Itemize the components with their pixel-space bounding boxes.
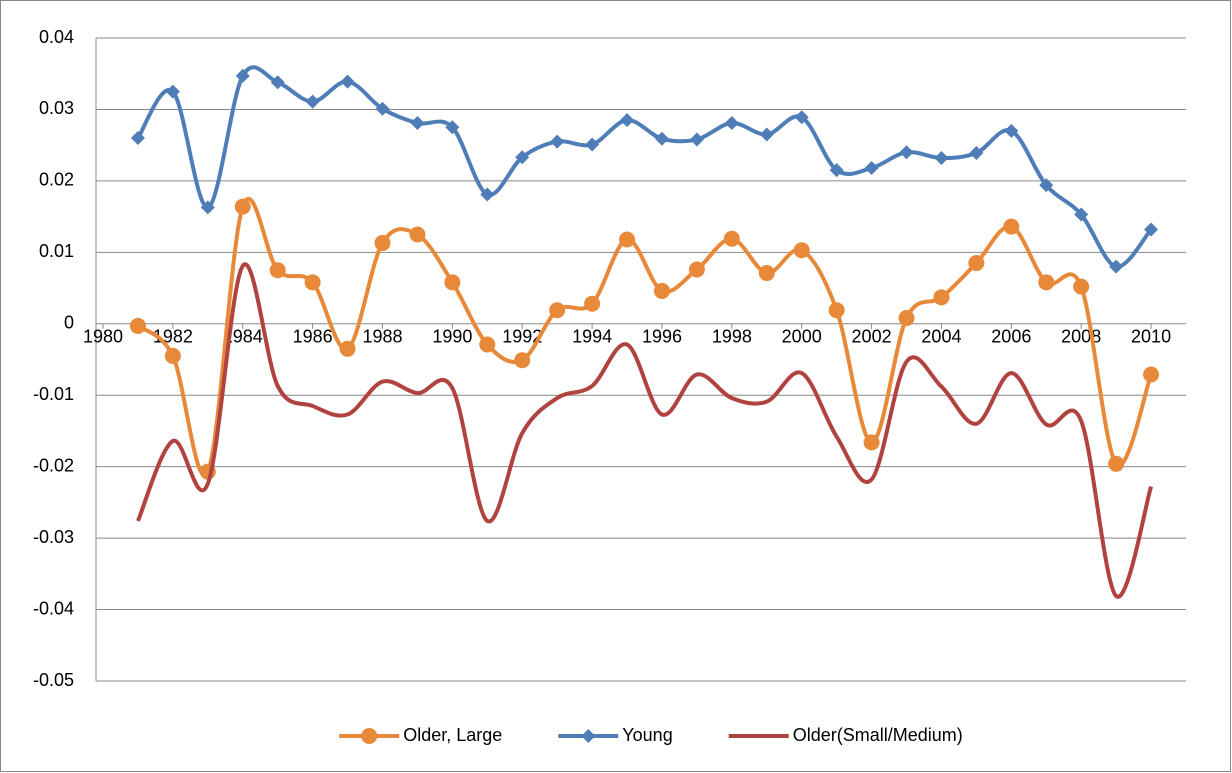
- y-tick-label: 0.03: [39, 98, 74, 118]
- point: [653, 282, 670, 299]
- point: [1004, 123, 1019, 138]
- point: [269, 262, 286, 279]
- point: [864, 161, 879, 176]
- point: [444, 274, 461, 291]
- point: [234, 198, 251, 215]
- point: [164, 347, 181, 364]
- point: [1108, 455, 1125, 472]
- point: [340, 74, 355, 89]
- point: [1003, 218, 1020, 235]
- y-tick-label: 0.01: [39, 241, 74, 261]
- point: [934, 151, 949, 166]
- point: [1144, 222, 1159, 237]
- point: [235, 68, 250, 83]
- point: [1143, 366, 1160, 383]
- point: [1073, 278, 1090, 295]
- legend-item: Young: [558, 725, 673, 745]
- y-tick-label: -0.01: [33, 384, 74, 404]
- x-tick-label: 2010: [1131, 327, 1171, 347]
- legend: Older, Large Young Older(Small/Medium): [339, 725, 963, 745]
- point: [933, 289, 950, 306]
- point: [305, 94, 320, 109]
- y-tick-label: 0: [64, 313, 74, 333]
- x-tick-label: 2008: [1061, 327, 1101, 347]
- point: [1074, 207, 1089, 222]
- point: [361, 728, 378, 744]
- point: [200, 200, 215, 215]
- point: [829, 163, 844, 178]
- x-tick-label: 1984: [223, 327, 263, 347]
- point: [129, 317, 146, 334]
- point: [550, 134, 565, 149]
- x-tick-label: 1986: [293, 327, 333, 347]
- legend-item: Older(Small/Medium): [728, 725, 963, 745]
- y-tick-label: -0.02: [33, 455, 74, 475]
- point: [339, 340, 356, 357]
- point: [654, 131, 669, 146]
- x-tick-label: 1994: [572, 327, 612, 347]
- x-tick-label: 2006: [991, 327, 1031, 347]
- point: [969, 146, 984, 161]
- point: [898, 310, 915, 327]
- x-tick-label: 2004: [921, 327, 961, 347]
- x-tick-label: 1996: [642, 327, 682, 347]
- y-tick-label: -0.03: [33, 527, 74, 547]
- y-tick-label: -0.05: [33, 670, 74, 690]
- x-tick-label: 1980: [83, 327, 123, 347]
- point: [688, 261, 705, 278]
- legend-label: Young: [622, 725, 672, 745]
- x-tick-label: 1990: [432, 327, 472, 347]
- point: [479, 336, 496, 353]
- point: [480, 187, 495, 202]
- point: [863, 434, 880, 451]
- x-tick-label: 1992: [502, 327, 542, 347]
- point: [375, 101, 390, 116]
- point: [1039, 178, 1054, 193]
- point: [445, 120, 460, 135]
- point: [585, 137, 600, 152]
- x-tick-label: 2002: [852, 327, 892, 347]
- legend-label: Older(Small/Medium): [793, 725, 963, 745]
- point: [689, 132, 704, 147]
- point: [515, 150, 530, 165]
- point: [619, 231, 636, 248]
- point: [758, 265, 775, 282]
- point: [793, 242, 810, 259]
- point: [724, 116, 739, 131]
- legend-label: Older, Large: [403, 725, 502, 745]
- point: [620, 113, 635, 128]
- point: [410, 116, 425, 131]
- point: [794, 110, 809, 125]
- y-tick-label: -0.04: [33, 598, 74, 618]
- point: [581, 729, 596, 743]
- point: [409, 226, 426, 243]
- point: [1038, 274, 1055, 291]
- point: [584, 295, 601, 312]
- y-tick-label: 0.02: [39, 170, 74, 190]
- point: [1109, 259, 1124, 274]
- series-line: [136, 262, 1153, 599]
- point: [304, 274, 321, 291]
- point: [514, 352, 531, 369]
- point: [374, 235, 391, 252]
- y-tick-label: 0.04: [39, 27, 74, 47]
- point: [759, 127, 774, 142]
- point: [968, 255, 985, 272]
- legend-item: Older, Large: [339, 725, 502, 745]
- point: [899, 145, 914, 160]
- point: [828, 302, 845, 319]
- x-tick-label: 1998: [712, 327, 752, 347]
- point: [723, 230, 740, 247]
- point: [130, 131, 145, 146]
- point: [549, 302, 566, 319]
- x-tick-label: 2000: [782, 327, 822, 347]
- x-tick-label: 1988: [362, 327, 402, 347]
- point: [165, 84, 180, 99]
- point: [270, 75, 285, 90]
